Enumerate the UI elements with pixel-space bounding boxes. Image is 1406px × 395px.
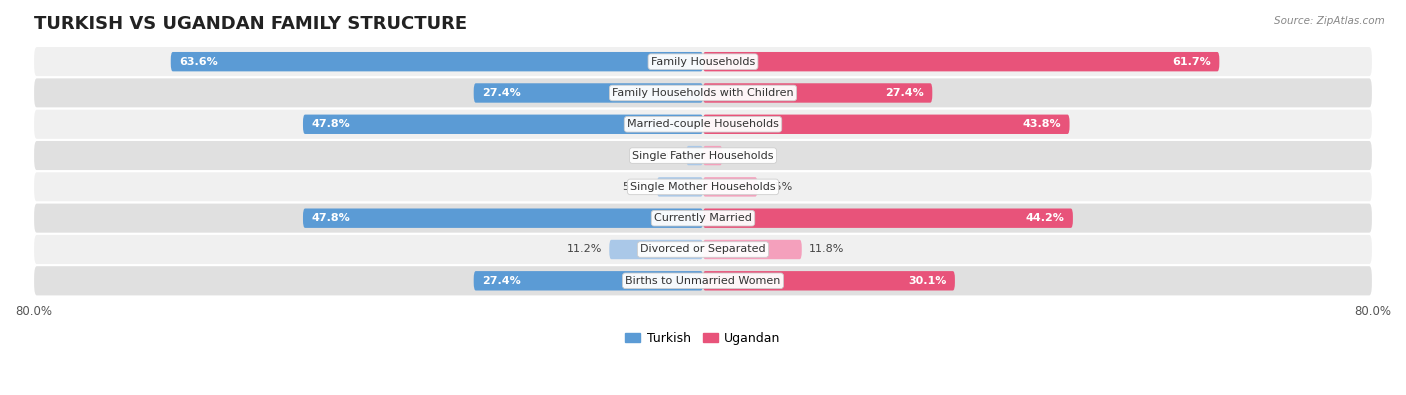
- Text: 44.2%: 44.2%: [1025, 213, 1064, 223]
- Text: 2.0%: 2.0%: [651, 150, 679, 161]
- FancyBboxPatch shape: [170, 52, 703, 71]
- FancyBboxPatch shape: [34, 109, 1372, 140]
- FancyBboxPatch shape: [703, 177, 758, 197]
- Text: 30.1%: 30.1%: [908, 276, 946, 286]
- FancyBboxPatch shape: [703, 271, 955, 290]
- Text: Single Father Households: Single Father Households: [633, 150, 773, 161]
- Text: Divorced or Separated: Divorced or Separated: [640, 245, 766, 254]
- Text: Births to Unmarried Women: Births to Unmarried Women: [626, 276, 780, 286]
- Text: 11.2%: 11.2%: [567, 245, 603, 254]
- Text: Family Households with Children: Family Households with Children: [612, 88, 794, 98]
- Text: 11.8%: 11.8%: [808, 245, 844, 254]
- Text: 47.8%: 47.8%: [311, 213, 350, 223]
- Text: 43.8%: 43.8%: [1022, 119, 1062, 129]
- Text: Family Households: Family Households: [651, 56, 755, 67]
- FancyBboxPatch shape: [686, 146, 703, 165]
- Text: Single Mother Households: Single Mother Households: [630, 182, 776, 192]
- FancyBboxPatch shape: [34, 203, 1372, 234]
- Text: Currently Married: Currently Married: [654, 213, 752, 223]
- Text: TURKISH VS UGANDAN FAMILY STRUCTURE: TURKISH VS UGANDAN FAMILY STRUCTURE: [34, 15, 467, 33]
- Text: 27.4%: 27.4%: [482, 88, 520, 98]
- FancyBboxPatch shape: [34, 77, 1372, 109]
- FancyBboxPatch shape: [657, 177, 703, 197]
- Text: Married-couple Households: Married-couple Households: [627, 119, 779, 129]
- Text: 6.5%: 6.5%: [763, 182, 793, 192]
- FancyBboxPatch shape: [474, 271, 703, 290]
- Text: 47.8%: 47.8%: [311, 119, 350, 129]
- FancyBboxPatch shape: [703, 146, 723, 165]
- Text: 5.5%: 5.5%: [621, 182, 651, 192]
- FancyBboxPatch shape: [302, 115, 703, 134]
- Text: Source: ZipAtlas.com: Source: ZipAtlas.com: [1274, 16, 1385, 26]
- FancyBboxPatch shape: [34, 46, 1372, 77]
- FancyBboxPatch shape: [703, 209, 1073, 228]
- Text: 63.6%: 63.6%: [179, 56, 218, 67]
- FancyBboxPatch shape: [34, 140, 1372, 171]
- Text: 27.4%: 27.4%: [482, 276, 520, 286]
- FancyBboxPatch shape: [703, 240, 801, 259]
- Text: 2.3%: 2.3%: [728, 150, 758, 161]
- Text: 61.7%: 61.7%: [1173, 56, 1211, 67]
- FancyBboxPatch shape: [609, 240, 703, 259]
- FancyBboxPatch shape: [34, 171, 1372, 203]
- FancyBboxPatch shape: [703, 115, 1070, 134]
- FancyBboxPatch shape: [703, 83, 932, 103]
- Text: 27.4%: 27.4%: [886, 88, 924, 98]
- Legend: Turkish, Ugandan: Turkish, Ugandan: [620, 327, 786, 350]
- FancyBboxPatch shape: [34, 234, 1372, 265]
- FancyBboxPatch shape: [474, 83, 703, 103]
- FancyBboxPatch shape: [302, 209, 703, 228]
- FancyBboxPatch shape: [34, 265, 1372, 297]
- FancyBboxPatch shape: [703, 52, 1219, 71]
